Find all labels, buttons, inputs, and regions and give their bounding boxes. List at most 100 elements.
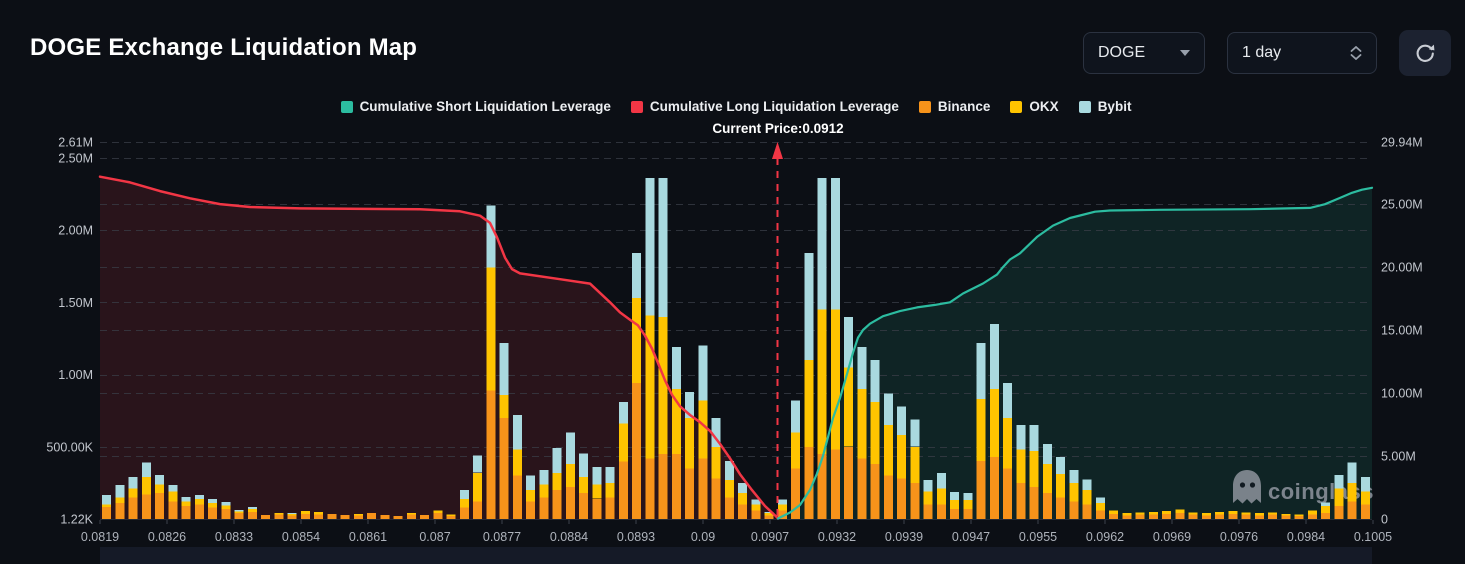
svg-text:0.0976: 0.0976 <box>1220 530 1258 544</box>
bar-okx <box>592 484 602 499</box>
x-axis: 0.0819 0.0826 0.0833 0.0854 0.0861 0.087 0.087… <box>81 520 1392 544</box>
bar-binance <box>1281 515 1291 519</box>
bar-binance <box>592 498 602 519</box>
bar-binance <box>1016 482 1026 519</box>
bar-bybit <box>1016 425 1026 450</box>
bar-binance <box>897 478 907 519</box>
gridlines <box>100 142 1372 520</box>
bar-binance <box>261 515 271 519</box>
refresh-button[interactable] <box>1399 30 1451 76</box>
bar-okx <box>777 504 787 511</box>
svg-text:0.0939: 0.0939 <box>885 530 923 544</box>
bar-binance <box>632 383 642 519</box>
bar-binance <box>314 514 324 519</box>
bar-bybit <box>168 485 178 492</box>
bar-binance <box>950 508 960 519</box>
bar-okx <box>459 498 469 508</box>
bar-binance <box>406 514 416 519</box>
legend-swatch-icon <box>630 100 643 113</box>
svg-text:20.00M: 20.00M <box>1381 261 1423 275</box>
bar-bybit <box>1347 462 1357 483</box>
bar-binance <box>910 482 920 519</box>
bar-okx <box>526 490 536 502</box>
bar-binance <box>1201 515 1211 519</box>
bar-bybit <box>711 417 721 447</box>
bar-okx <box>671 389 681 454</box>
bar-okx <box>632 298 642 384</box>
legend-item-cumulative-long-liquidation-leverage[interactable]: Cumulative Long Liquidation Leverage <box>630 99 899 114</box>
bar-bybit <box>724 461 734 480</box>
bar-binance <box>764 515 774 519</box>
bar-binance <box>579 493 589 519</box>
svg-text:0.0955: 0.0955 <box>1019 530 1057 544</box>
legend-label: Cumulative Short Liquidation Leverage <box>359 99 611 114</box>
symbol-select[interactable]: DOGE <box>1083 32 1205 74</box>
svg-text:0.087: 0.087 <box>419 530 450 544</box>
bar-binance <box>976 461 986 519</box>
bar-okx <box>936 488 946 505</box>
bar-okx <box>1016 449 1026 483</box>
updown-chevrons-icon <box>1350 46 1362 60</box>
legend-item-okx[interactable]: OKX <box>1010 99 1059 114</box>
svg-text:0.09: 0.09 <box>691 530 715 544</box>
svg-text:0.0969: 0.0969 <box>1153 530 1191 544</box>
bar-okx <box>817 309 827 454</box>
interval-select[interactable]: 1 day <box>1227 32 1377 74</box>
bar-okx <box>645 315 655 459</box>
bar-okx <box>552 472 562 491</box>
chevron-down-icon <box>1180 50 1190 56</box>
legend-swatch-icon <box>1010 100 1023 113</box>
svg-text:0.0962: 0.0962 <box>1086 530 1124 544</box>
bar-okx <box>883 425 893 476</box>
bar-binance <box>1241 514 1251 519</box>
legend-swatch-icon <box>1078 100 1091 113</box>
bar-bybit <box>1003 383 1013 418</box>
bar-okx <box>287 513 297 516</box>
legend-item-bybit[interactable]: Bybit <box>1078 99 1131 114</box>
bars-group[interactable] <box>102 178 1370 519</box>
bar-okx <box>115 497 125 504</box>
bar-bybit <box>936 472 946 489</box>
watermark-text: coinglass <box>1268 479 1374 504</box>
bar-binance <box>791 468 801 519</box>
bar-binance <box>1228 513 1238 519</box>
bar-okx <box>247 509 257 512</box>
bar-bybit <box>579 453 589 478</box>
bar-okx <box>1003 417 1013 469</box>
bar-binance <box>499 417 509 519</box>
bar-binance <box>1148 514 1158 519</box>
bar-binance <box>433 513 443 519</box>
bar-binance <box>420 515 430 519</box>
bar-binance <box>883 475 893 519</box>
bar-bybit <box>645 178 655 316</box>
bar-bybit <box>1042 443 1052 465</box>
legend-item-binance[interactable]: Binance <box>918 99 991 114</box>
bar-bybit <box>1082 479 1092 491</box>
bar-okx <box>618 423 628 462</box>
bar-binance <box>1122 515 1132 519</box>
bar-binance <box>208 507 218 519</box>
legend-label: Binance <box>937 99 991 114</box>
legend-item-cumulative-short-liquidation-leverage[interactable]: Cumulative Short Liquidation Leverage <box>340 99 611 114</box>
svg-text:0.1005: 0.1005 <box>1354 530 1392 544</box>
bar-okx <box>128 488 138 498</box>
chart-zoom-strip[interactable] <box>100 547 1372 564</box>
bar-binance <box>459 507 469 519</box>
bar-okx <box>1241 512 1251 515</box>
bar-okx <box>406 512 416 515</box>
bar-bybit <box>1095 497 1105 504</box>
bar-binance <box>115 503 125 519</box>
bar-okx <box>102 504 112 507</box>
svg-text:25.00M: 25.00M <box>1381 198 1423 212</box>
bar-binance <box>1334 506 1344 519</box>
bar-binance <box>923 504 933 519</box>
bar-bybit <box>791 400 801 433</box>
legend-swatch-icon <box>918 100 931 113</box>
bar-okx <box>950 500 960 509</box>
bar-bybit <box>618 402 628 424</box>
bar-bybit <box>632 253 642 298</box>
bar-bybit <box>512 415 522 450</box>
bar-okx <box>486 267 496 391</box>
bar-binance <box>870 464 880 519</box>
